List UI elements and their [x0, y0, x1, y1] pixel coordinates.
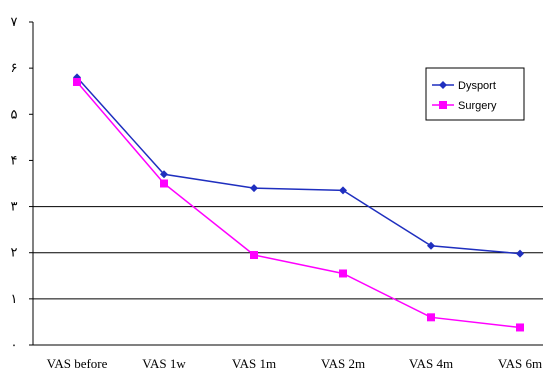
point — [250, 251, 258, 260]
point — [516, 249, 524, 258]
series-line — [76, 81, 521, 329]
point — [160, 170, 168, 179]
x-tick-label: VAS 1w — [142, 356, 186, 371]
legend-label: Dysport — [458, 80, 496, 92]
legend-label: Surgery — [458, 100, 497, 112]
x-tick-label: VAS 2m — [321, 356, 365, 371]
y-tick-label: ٠ — [11, 337, 18, 352]
y-tick-label: ۴ — [11, 152, 18, 167]
series-layer — [73, 73, 524, 332]
y-tick-label: ٧ — [11, 14, 18, 29]
point — [439, 81, 447, 89]
series-surgery — [73, 77, 524, 332]
point — [250, 184, 258, 193]
legend: Dysport Surgery — [425, 67, 525, 121]
x-tick-label: VAS 1m — [232, 356, 276, 371]
point — [439, 101, 447, 109]
series-line — [76, 76, 521, 255]
axes — [32, 22, 543, 346]
point — [427, 241, 435, 250]
x-tick-label: VAS before — [47, 356, 108, 371]
x-tick-label: VAS 6m — [498, 356, 542, 371]
x-tick-label: VAS 4m — [409, 356, 453, 371]
y-tick-label: ٢ — [11, 245, 18, 260]
x-axis-ticks: VAS before VAS 1w VAS 1m VAS 2m VAS 4m VAS 6m — [47, 356, 542, 371]
y-tick-label: ۶ — [11, 60, 18, 75]
gridlines — [33, 206, 543, 300]
point — [427, 313, 435, 322]
point — [160, 179, 168, 188]
y-tick-label: ۵ — [11, 106, 18, 121]
point — [339, 269, 347, 278]
point — [73, 77, 81, 86]
y-axis-ticks: ٠ ١ ٢ ٣ ۴ ۵ ۶ ٧ — [11, 14, 33, 352]
y-tick-label: ٣ — [11, 199, 18, 214]
legend-box — [425, 67, 525, 121]
y-tick-label: ١ — [11, 291, 18, 306]
series-dysport — [73, 73, 524, 258]
point — [339, 186, 347, 195]
point — [516, 323, 524, 332]
